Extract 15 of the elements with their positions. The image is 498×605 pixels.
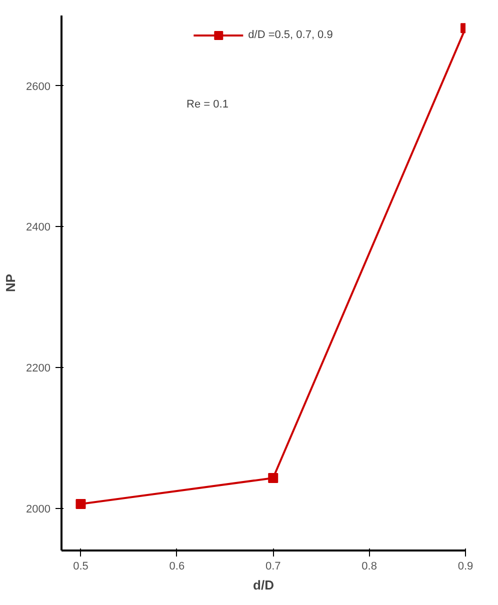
x-axis-title: d/D: [253, 578, 274, 592]
x-tick-label: 0.5: [73, 560, 88, 572]
y-tick-label: 2200: [26, 362, 51, 374]
x-tick-label: 0.7: [265, 560, 281, 572]
y-tick-label: 2600: [26, 80, 51, 93]
x-tick-label: 0.9: [458, 560, 474, 572]
legend-label: d/D =0.5, 0.7, 0.9: [248, 29, 333, 41]
point: [268, 472, 278, 483]
x-tick-label: 0.8: [362, 560, 377, 572]
point: [76, 499, 86, 510]
annotation: Re = 0.1: [186, 98, 228, 111]
y-tick-label: 2000: [26, 503, 51, 516]
y-axis-title: NP: [3, 274, 18, 292]
x-tick-label: 0.6: [169, 560, 185, 572]
y-tick-label: 2400: [26, 222, 51, 234]
